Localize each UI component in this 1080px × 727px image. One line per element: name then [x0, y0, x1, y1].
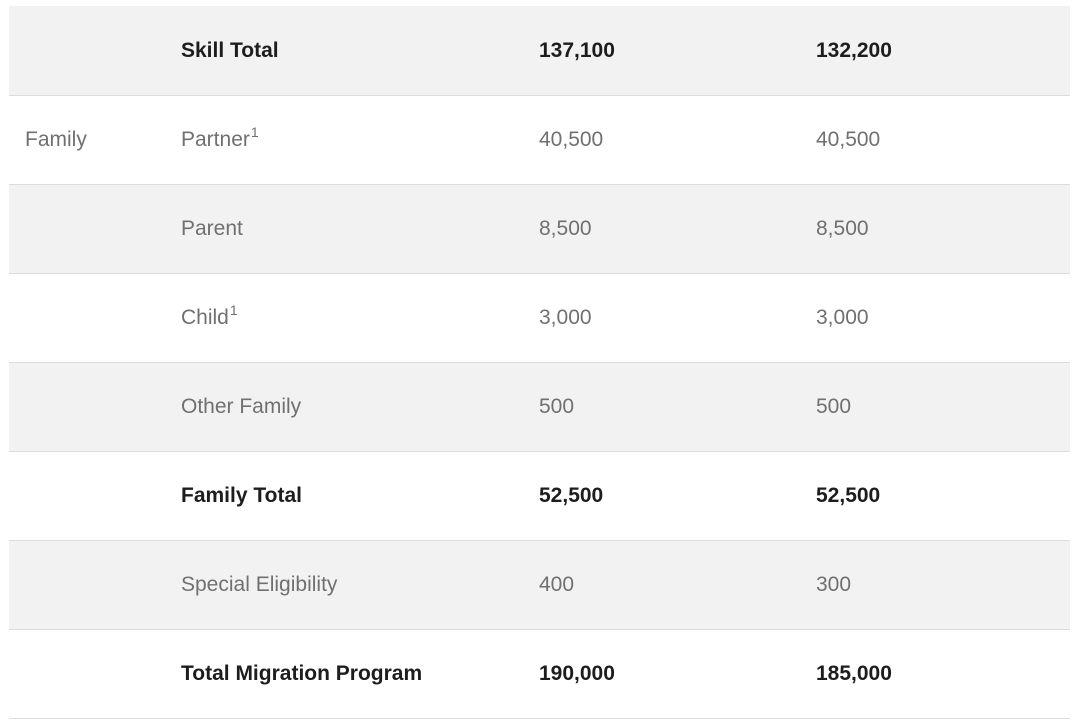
value-cell-year2: 185,000: [816, 662, 892, 685]
category-cell: Family: [25, 128, 87, 151]
value-cell-year2: 132,200: [816, 38, 892, 62]
value-cell-year2: 500: [816, 395, 852, 418]
value-cell-year1: 400: [539, 573, 575, 596]
subcategory-cell: Skill Total: [168, 6, 525, 95]
value-cell-year1: 52,500: [539, 484, 604, 507]
migration-program-table: Skill Total 137,100 132,200 Family Partner1 4…: [9, 6, 1070, 719]
table-row: Other Family 500 500: [9, 362, 1070, 451]
subcategory-cell: Total Migration Program: [168, 629, 525, 718]
value-cell-year2: 3,000: [816, 306, 869, 329]
footnote-marker: 1: [229, 302, 238, 318]
value-cell-year1: 40,500: [539, 128, 604, 151]
category-cell: [9, 629, 168, 718]
category-cell: [9, 6, 168, 95]
subcategory-cell: Special Eligibility: [168, 540, 525, 629]
subcategory-cell: Child1: [168, 273, 525, 362]
table-row-total: Family Total 52,500 52,500: [9, 451, 1070, 540]
value-cell-year1: 8,500: [539, 217, 592, 240]
subcategory-label: Other Family: [181, 395, 302, 418]
subcategory-cell: Parent: [168, 184, 525, 273]
table-body: Skill Total 137,100 132,200 Family Partner1 4…: [9, 6, 1070, 718]
value-cell-year1: 500: [539, 395, 575, 418]
subcategory-cell: Other Family: [168, 362, 525, 451]
table-row: Family Partner1 40,500 40,500: [9, 95, 1070, 184]
category-cell: [9, 540, 168, 629]
footnote-marker: 1: [250, 124, 259, 140]
subcategory-label: Parent: [181, 217, 243, 240]
value-cell-year1: 3,000: [539, 306, 592, 329]
value-cell-year2: 8,500: [816, 217, 869, 240]
subcategory-cell: Family Total: [168, 451, 525, 540]
subcategory-label: Special Eligibility: [181, 573, 338, 596]
subcategory-label: Family Total: [181, 484, 302, 507]
subcategory-label: Child: [181, 306, 229, 329]
value-cell-year1: 137,100: [539, 38, 615, 62]
table-row: Special Eligibility 400 300: [9, 540, 1070, 629]
value-cell-year2: 52,500: [816, 484, 881, 507]
subcategory-cell: Partner1: [168, 95, 525, 184]
category-cell: [9, 362, 168, 451]
table-row: Child1 3,000 3,000: [9, 273, 1070, 362]
value-cell-year2: 300: [816, 573, 852, 596]
subcategory-label: Skill Total: [181, 38, 279, 62]
table-row-total: Skill Total 137,100 132,200: [9, 6, 1070, 95]
category-cell: [9, 451, 168, 540]
value-cell-year2: 40,500: [816, 128, 881, 151]
table-row-total: Total Migration Program 190,000 185,000: [9, 629, 1070, 718]
category-cell: [9, 184, 168, 273]
category-cell: [9, 273, 168, 362]
table-row: Parent 8,500 8,500: [9, 184, 1070, 273]
subcategory-label: Total Migration Program: [181, 662, 423, 685]
value-cell-year1: 190,000: [539, 662, 615, 685]
subcategory-label: Partner: [181, 128, 250, 151]
